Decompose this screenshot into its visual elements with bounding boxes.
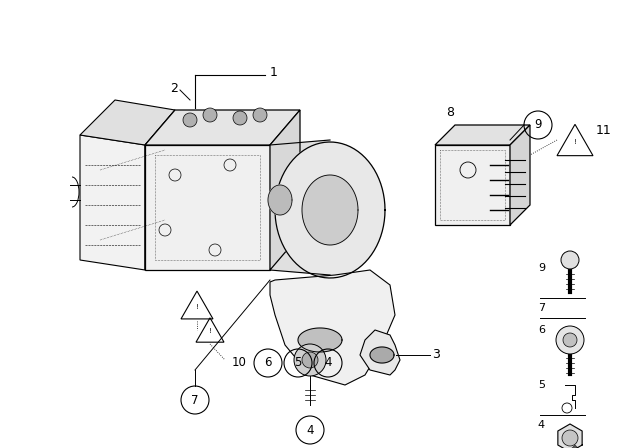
Text: 9: 9 xyxy=(534,119,541,132)
Circle shape xyxy=(233,111,247,125)
Text: !: ! xyxy=(196,304,198,310)
Text: !: ! xyxy=(209,328,211,334)
Text: 11: 11 xyxy=(596,124,612,137)
Circle shape xyxy=(203,108,217,122)
Polygon shape xyxy=(270,270,395,385)
Polygon shape xyxy=(298,328,342,352)
Polygon shape xyxy=(145,110,300,145)
Text: !: ! xyxy=(573,139,577,145)
Text: 8: 8 xyxy=(446,105,454,119)
Circle shape xyxy=(302,352,318,368)
Polygon shape xyxy=(275,142,385,278)
Circle shape xyxy=(556,326,584,354)
Text: 4: 4 xyxy=(538,420,545,430)
Text: 3: 3 xyxy=(432,349,440,362)
Polygon shape xyxy=(558,424,582,448)
Text: 4: 4 xyxy=(307,423,314,436)
Polygon shape xyxy=(540,445,585,448)
Polygon shape xyxy=(370,347,394,363)
Text: 5: 5 xyxy=(538,380,545,390)
Circle shape xyxy=(294,344,326,376)
Polygon shape xyxy=(302,175,358,245)
Circle shape xyxy=(562,430,578,446)
Polygon shape xyxy=(145,110,175,270)
Text: 1: 1 xyxy=(270,65,278,78)
Circle shape xyxy=(561,251,579,269)
Text: 7: 7 xyxy=(191,393,199,406)
Text: 7: 7 xyxy=(538,303,545,313)
Polygon shape xyxy=(270,110,300,270)
Text: 6: 6 xyxy=(264,357,272,370)
Polygon shape xyxy=(145,145,270,270)
Text: 9: 9 xyxy=(538,263,545,273)
Polygon shape xyxy=(435,145,510,225)
Circle shape xyxy=(253,108,267,122)
Polygon shape xyxy=(435,125,530,145)
Polygon shape xyxy=(360,330,400,375)
Circle shape xyxy=(183,113,197,127)
Polygon shape xyxy=(80,135,145,270)
Text: 6: 6 xyxy=(538,325,545,335)
Polygon shape xyxy=(510,125,530,225)
Text: 2: 2 xyxy=(170,82,178,95)
Polygon shape xyxy=(80,100,175,145)
Text: 10: 10 xyxy=(232,357,247,370)
Polygon shape xyxy=(268,185,292,215)
Circle shape xyxy=(563,333,577,347)
Text: 4: 4 xyxy=(324,357,332,370)
Text: 5: 5 xyxy=(294,357,301,370)
Polygon shape xyxy=(270,140,330,275)
